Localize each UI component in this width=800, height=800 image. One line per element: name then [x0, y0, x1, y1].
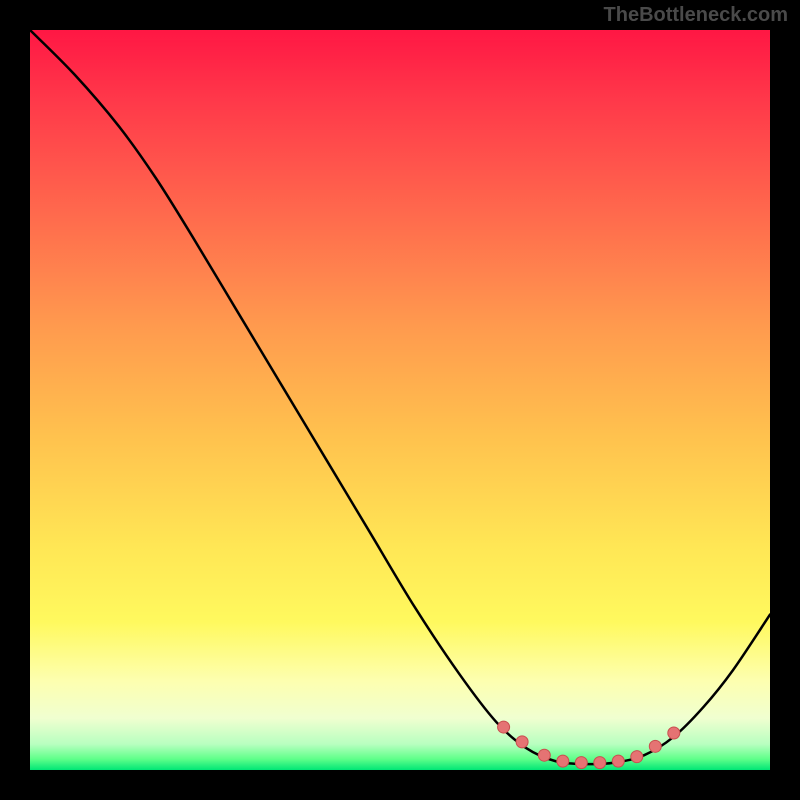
bottleneck-curve	[30, 30, 770, 764]
marker-point	[516, 736, 528, 748]
marker-group	[498, 721, 680, 769]
marker-point	[612, 755, 624, 767]
marker-point	[649, 740, 661, 752]
marker-point	[538, 749, 550, 761]
marker-point	[557, 755, 569, 767]
marker-point	[631, 751, 643, 763]
marker-point	[668, 727, 680, 739]
chart-overlay	[30, 30, 770, 770]
marker-point	[498, 721, 510, 733]
marker-point	[594, 757, 606, 769]
marker-point	[575, 757, 587, 769]
plot-area	[30, 30, 770, 770]
watermark-text: TheBottleneck.com	[604, 4, 788, 27]
